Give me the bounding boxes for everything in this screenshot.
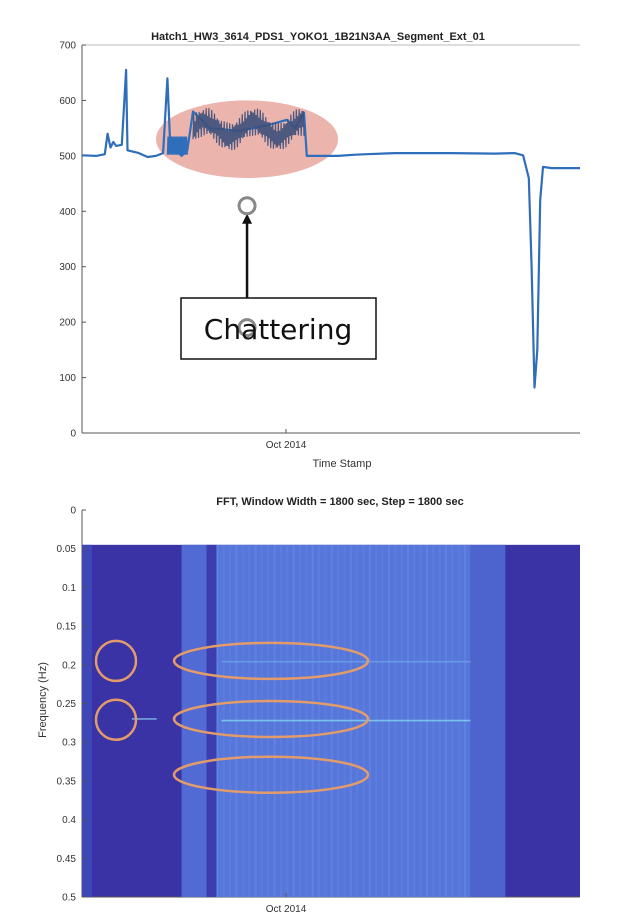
chart2-y-label: Frequency (Hz) [37,662,49,738]
chart1-x-ticks: Oct 2014 [266,429,307,451]
chart1-spike-band [166,136,188,155]
annotation-target-circle [237,196,257,216]
chart1-x-tick-label: Oct 2014 [266,440,307,451]
chart1-x-label: Time Stamp [313,458,372,470]
chart2-y-tick-label: 0.5 [62,893,76,904]
chart2-y-tick-label: 0.05 [57,544,77,555]
annotation-box [180,297,377,360]
chart2-y-tick-label: 0.1 [62,583,76,594]
line-chart: Hatch1_HW3_3614_PDS1_YOKO1_1B21N3AA_Segm… [59,31,580,470]
spectrogram-band [181,544,207,897]
chart2-y-tick-label: 0.3 [62,738,76,749]
chart1-y-tick-label: 100 [59,373,76,384]
chart2-annotations [94,639,370,794]
spectrogram-band [82,544,92,897]
chart1-y-tick-label: 200 [59,318,76,329]
chart1-y-tick-label: 600 [59,96,76,107]
chart1-y-tick-label: 400 [59,207,76,218]
chattering-annotation: Chattering [180,196,377,360]
annotation-label: Chattering [204,313,352,346]
chart1-y-tick-label: 0 [70,429,76,440]
chart2-y-tick-label: 0.15 [57,622,77,633]
spectrogram-band [470,544,506,897]
annotation-ellipse [172,699,370,739]
chart1-y-ticks: 0 100 200 300 400 500 600 700 [59,41,86,440]
annotation-ellipse [172,641,370,681]
chart1-series [81,68,580,389]
chart2-x-tick-label: Oct 2014 [266,904,307,915]
annotation-circle [94,698,138,742]
chart2-x-ticks: Oct 2014 [266,893,307,915]
chart2-y-ticks: 0 0.05 0.1 0.15 0.2 0.25 0.3 0.35 0.4 0.45 0.5 [57,506,86,904]
spectrogram-band [206,544,217,897]
annotation-arrow-head [242,213,253,224]
chart1-axes [81,44,580,434]
chart2-y-tick-label: 0.25 [57,699,77,710]
chart1-y-tick-label: 700 [59,41,76,52]
chart2-y-tick-label: 0.2 [62,660,76,671]
chattering-band [192,108,305,151]
chart1-y-tick-label: 500 [59,151,76,162]
chart1-y-tick-label: 300 [59,262,76,273]
chart2-y-tick-label: 0.4 [62,815,76,826]
chart2-y-tick-label: 0.35 [57,776,77,787]
annotation-ellipse [172,755,370,794]
chart2-y-tick-label: 0 [70,506,76,517]
chart2-title: FFT, Window Width = 1800 sec, Step = 180… [216,496,463,508]
annotation-source-circle [237,318,257,338]
spectrogram-chart: FFT, Window Width = 1800 sec, Step = 180… [37,496,580,915]
chart1-title: Hatch1_HW3_3614_PDS1_YOKO1_1B21N3AA_Segm… [151,31,485,43]
annotation-circle [94,639,138,683]
spectrogram-streak [216,544,219,897]
chart2-y-tick-label: 0.45 [57,854,77,865]
